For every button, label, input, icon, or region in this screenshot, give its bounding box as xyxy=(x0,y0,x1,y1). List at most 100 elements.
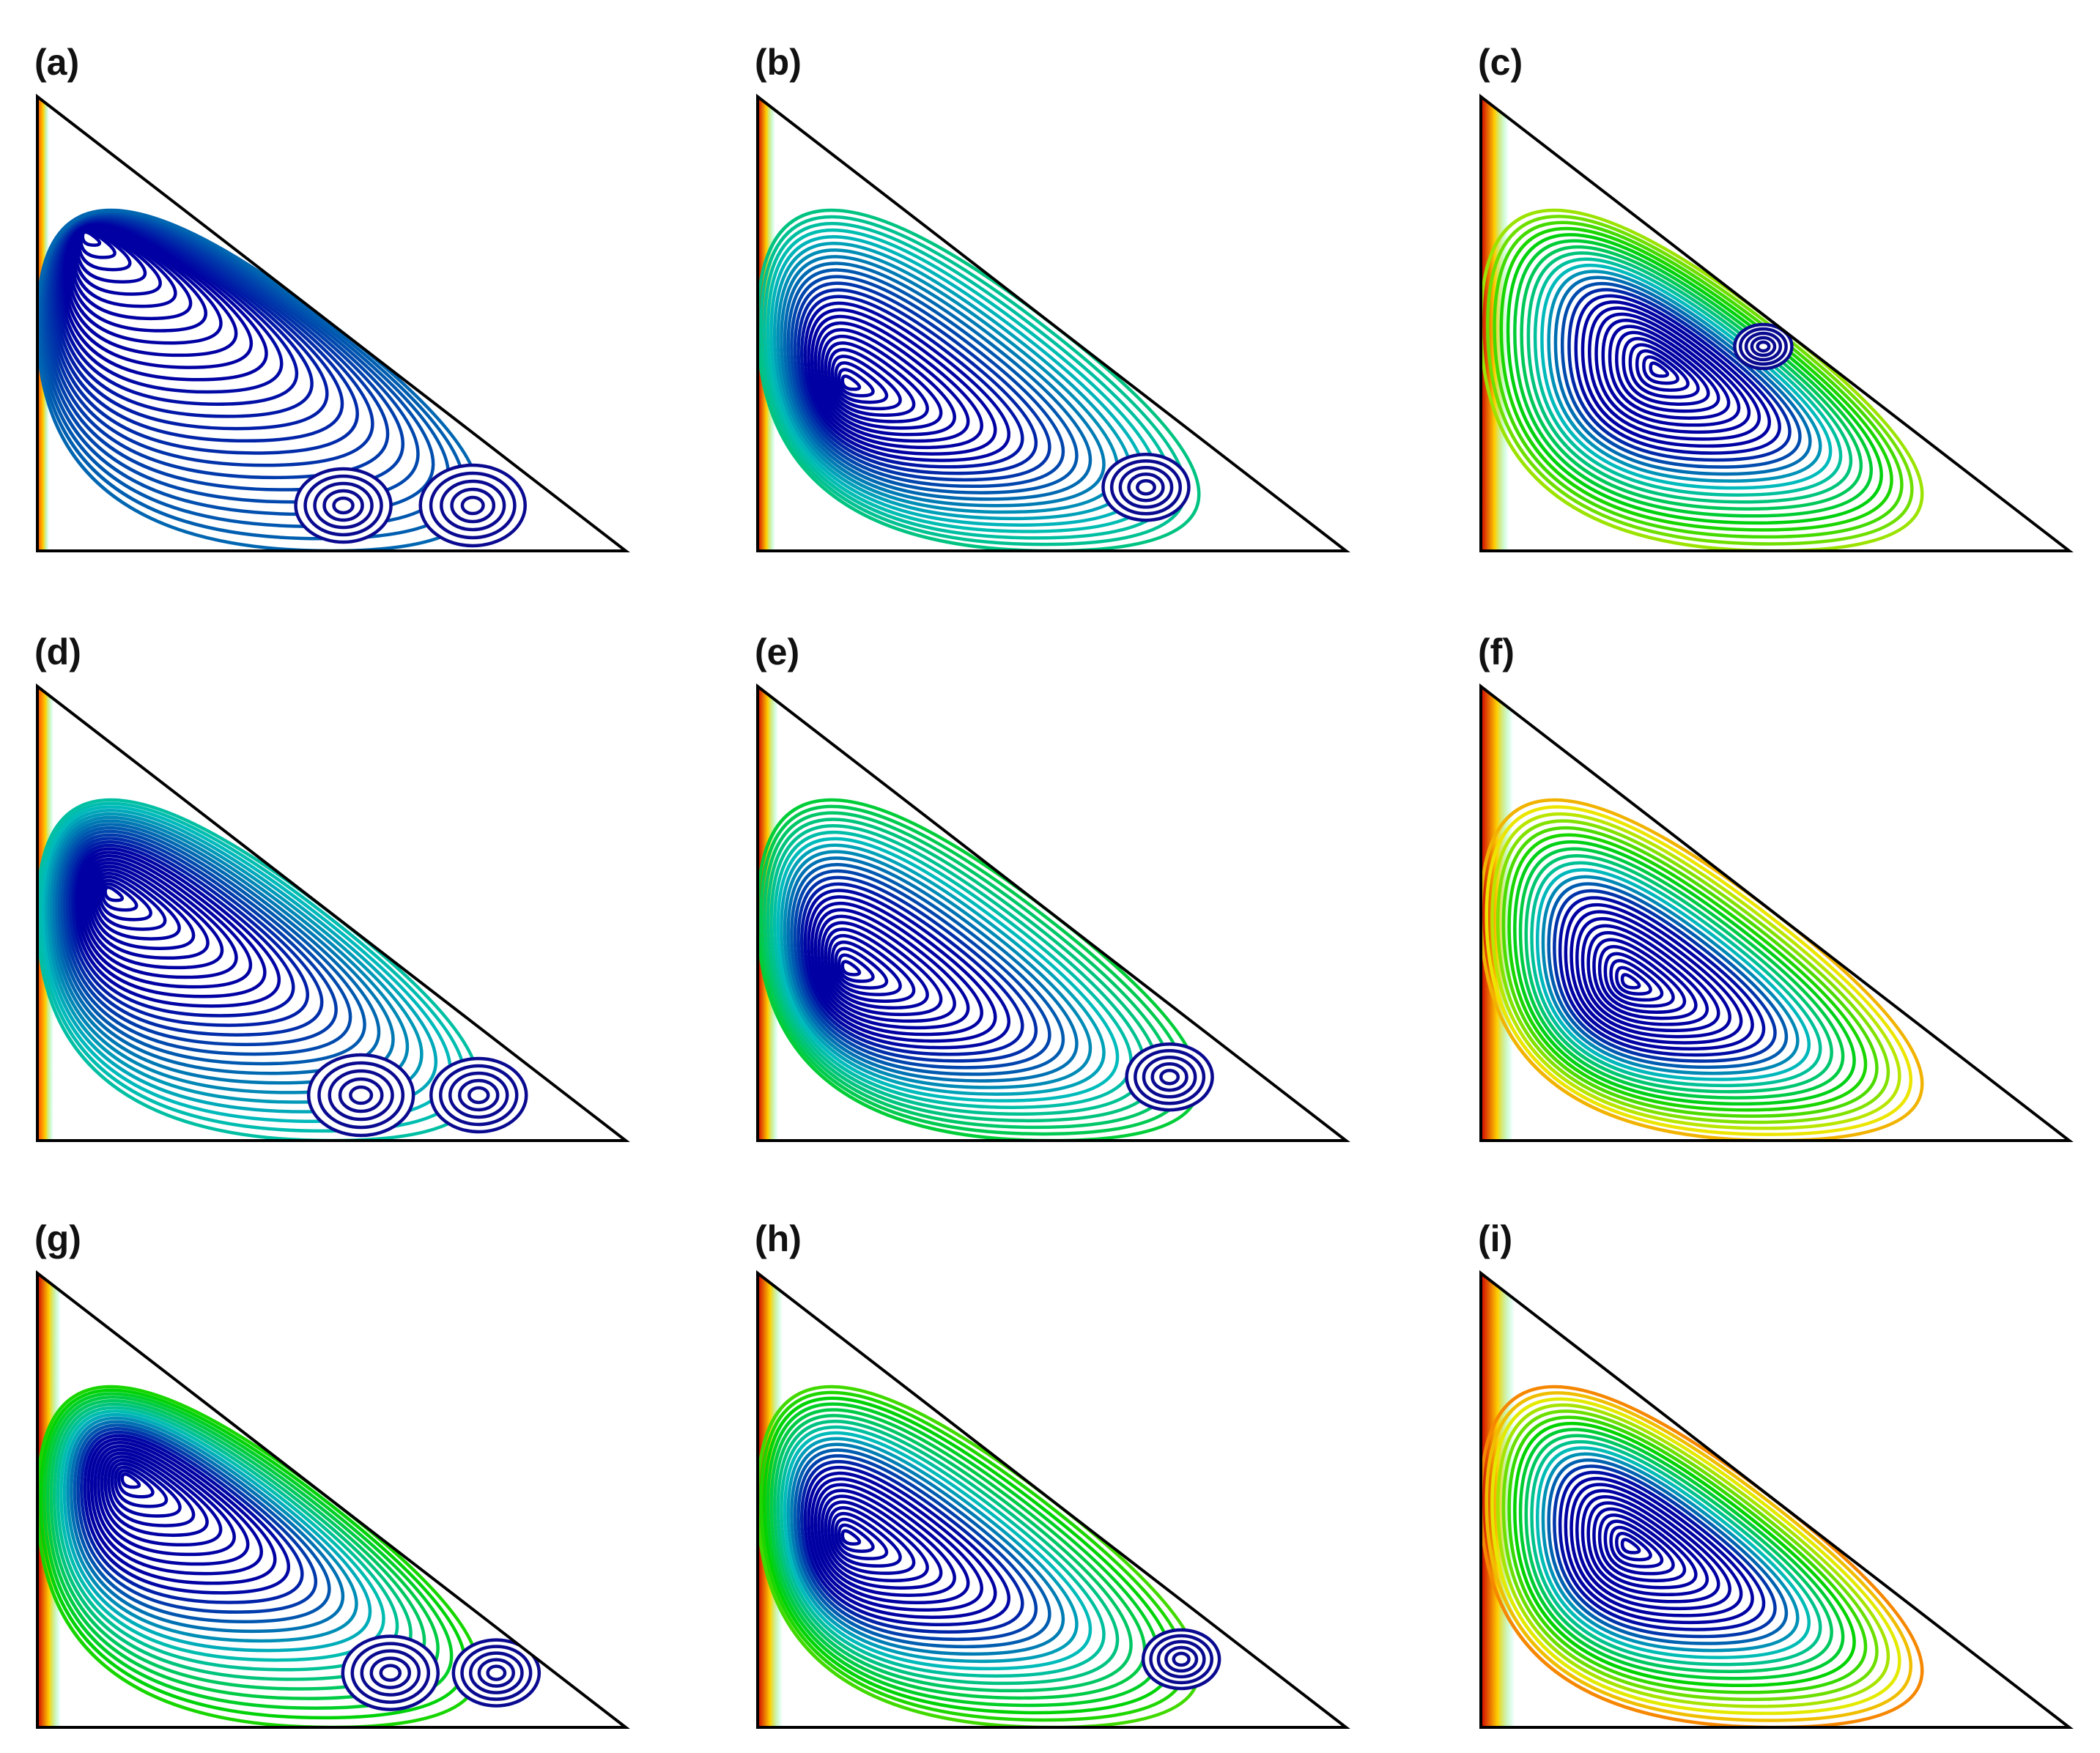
panel: (g) xyxy=(34,1218,630,1729)
streamline xyxy=(97,1448,236,1557)
streamline xyxy=(1597,1513,1687,1582)
vortex-fill xyxy=(1126,1044,1213,1111)
streamline xyxy=(1586,930,1709,1026)
streamline xyxy=(1615,1532,1652,1562)
streamline xyxy=(1586,1501,1709,1597)
streamline xyxy=(103,886,124,903)
streamline xyxy=(1518,847,1845,1100)
streamline xyxy=(93,1444,250,1566)
streamline xyxy=(813,321,970,443)
streamline xyxy=(1564,1477,1754,1625)
streamline xyxy=(117,1469,155,1499)
streamline xyxy=(796,1454,1038,1642)
streamline xyxy=(783,850,1092,1089)
streamline xyxy=(824,927,929,1010)
cavity-outline xyxy=(1479,93,2074,552)
streamline xyxy=(1101,452,1191,522)
streamline xyxy=(799,1460,1024,1634)
panel-label: (c) xyxy=(1478,42,1523,83)
streamline xyxy=(790,863,1065,1076)
streamline xyxy=(1481,208,1924,551)
streamline xyxy=(840,1529,862,1546)
streamline xyxy=(303,474,383,537)
streamline xyxy=(827,1506,916,1575)
streamline xyxy=(1635,349,1690,392)
panel-label: (a) xyxy=(34,42,79,83)
streamline xyxy=(1495,819,1890,1124)
streamline xyxy=(1499,227,1893,532)
streamline xyxy=(769,1408,1147,1700)
streamline xyxy=(62,833,338,1047)
streamline xyxy=(1580,300,1772,448)
streamline xyxy=(820,1494,943,1590)
streamline xyxy=(803,1465,1010,1627)
streamline xyxy=(1490,1397,1901,1716)
streamline xyxy=(460,495,485,516)
streamline xyxy=(68,840,309,1027)
streamline xyxy=(76,1426,318,1614)
streamline xyxy=(1533,257,1843,497)
streamline xyxy=(59,1409,385,1662)
streamline xyxy=(840,374,862,391)
panel-label: (h) xyxy=(755,1218,802,1259)
streamline xyxy=(813,1483,970,1604)
streamline xyxy=(1159,1068,1180,1086)
vortex-fill xyxy=(342,1636,438,1710)
streamline xyxy=(827,934,916,1003)
panel: (h) xyxy=(755,1218,1350,1729)
flow xyxy=(37,1273,541,1727)
streamline xyxy=(70,843,295,1018)
panel: (a) xyxy=(34,42,630,552)
streamline xyxy=(813,908,970,1030)
flow xyxy=(758,1273,1221,1727)
streamline xyxy=(1481,1385,1924,1727)
streamline xyxy=(807,1472,997,1620)
streamline xyxy=(1540,263,1833,490)
streamline xyxy=(451,1638,541,1708)
streamline xyxy=(1733,322,1794,371)
streamline xyxy=(1518,1428,1845,1680)
streamline xyxy=(322,489,364,522)
vortex-fill xyxy=(453,1639,539,1706)
panel: (i) xyxy=(1478,1218,2074,1729)
streamline xyxy=(810,314,983,450)
streamline xyxy=(440,479,506,532)
streamline xyxy=(1513,239,1873,518)
streamline xyxy=(799,294,1024,469)
vortex-fill xyxy=(1734,325,1792,368)
streamline xyxy=(86,1437,277,1585)
streamline xyxy=(1164,1645,1199,1673)
streamline xyxy=(772,1414,1133,1693)
streamline xyxy=(1485,1391,1912,1722)
streamline xyxy=(1738,327,1788,366)
streamline xyxy=(1156,1639,1206,1679)
streamline xyxy=(1592,1507,1698,1590)
streamline xyxy=(468,1651,524,1694)
streamline xyxy=(60,829,352,1056)
streamline xyxy=(97,878,152,922)
streamline xyxy=(62,1412,371,1653)
streamline xyxy=(1501,826,1879,1118)
streamline xyxy=(1524,1434,1833,1673)
streamline xyxy=(92,871,181,941)
streamline xyxy=(114,1465,169,1508)
streamline xyxy=(1603,952,1675,1008)
panel: (e) xyxy=(755,631,1350,1142)
streamline xyxy=(1530,861,1822,1088)
streamline xyxy=(830,1512,902,1568)
streamline xyxy=(1513,1422,1856,1688)
streamline xyxy=(1620,1538,1641,1554)
streamline xyxy=(450,487,496,524)
streamline xyxy=(799,882,1024,1056)
streamline xyxy=(460,1645,533,1701)
streamline xyxy=(1125,1042,1214,1112)
streamline xyxy=(1744,331,1783,362)
streamline xyxy=(100,1451,223,1547)
streamline xyxy=(1149,1634,1214,1685)
streamline xyxy=(306,1053,415,1138)
streamline xyxy=(1109,459,1183,516)
streamline xyxy=(100,882,138,912)
streamline xyxy=(1594,312,1751,434)
streamline xyxy=(776,837,1120,1102)
